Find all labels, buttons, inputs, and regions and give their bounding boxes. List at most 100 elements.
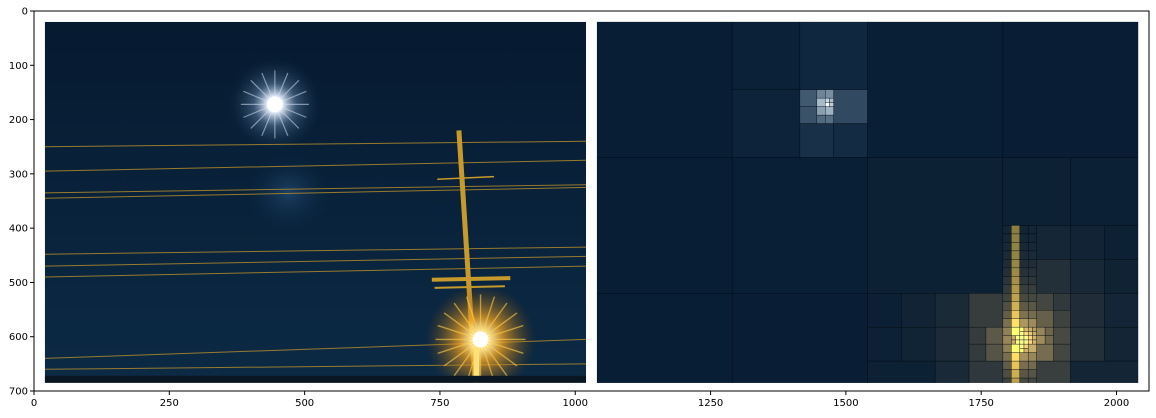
quadtree-cell: [1027, 331, 1033, 336]
quadtree-cell: [1011, 335, 1016, 341]
quadtree-cell: [968, 293, 1004, 328]
power-line: [44, 186, 587, 199]
quadtree-cell: [1011, 267, 1021, 277]
quadtree-cell: [1104, 259, 1139, 294]
quadtree-cell: [1027, 352, 1037, 362]
quadtree-cell: [1023, 339, 1029, 345]
y-tick-label: 200: [9, 115, 28, 126]
pole-crossarm: [437, 175, 495, 181]
quadtree-cell: [1019, 250, 1029, 260]
quadtree-panel: [596, 21, 1139, 383]
quadtree-cell: [816, 89, 826, 99]
quadtree-cell: [867, 21, 1004, 158]
quadtree-cell: [1027, 360, 1037, 370]
treeline: [44, 375, 587, 383]
quadtree-cell: [1019, 267, 1029, 277]
quadtree-cell: [1019, 242, 1029, 252]
quadtree-cell: [1036, 310, 1054, 328]
quadtree-cell: [825, 89, 834, 99]
x-tick-label: 1250: [698, 398, 723, 409]
quadtree-cell: [1002, 301, 1012, 311]
quadtree-cell: [901, 326, 936, 362]
x-tick-label: 0: [31, 398, 37, 409]
quadtree-cell: [1011, 233, 1021, 243]
quadtree-cell: [816, 97, 826, 107]
quadtree-cell: [596, 157, 733, 294]
quadtree-cell: [1027, 339, 1033, 345]
moon: [266, 96, 283, 113]
y-axis: 0 100 200 300 400 500 600 700: [9, 7, 34, 398]
quadtree-cell: [1011, 250, 1021, 260]
streetlight: [472, 331, 489, 348]
quadtree-cell: [1019, 310, 1029, 319]
quadtree-cell: [1023, 343, 1029, 349]
quadtree-cell: [1002, 293, 1012, 303]
quadtree-cell: [1032, 339, 1037, 345]
quadtree-cell: [1070, 293, 1105, 328]
quadtree-cell: [1036, 259, 1071, 294]
quadtree-cell: [1070, 259, 1105, 294]
quadtree-cell: [1019, 352, 1029, 362]
quadtree-cell: [1002, 310, 1012, 319]
quadtree-cell: [1032, 335, 1037, 341]
quadtree-cell: [1011, 339, 1016, 345]
quadtree-cell: [1011, 293, 1021, 303]
quadtree-cell: [816, 114, 826, 124]
quadtree-cell: [1019, 343, 1025, 349]
quadtree-cell: [833, 89, 868, 124]
quadtree-cell: [1023, 326, 1029, 332]
quadtree-cell: [934, 360, 970, 383]
quadtree-cell: [1027, 284, 1037, 294]
quadtree-cell: [1019, 360, 1029, 370]
power-line: [44, 140, 587, 148]
power-line: [44, 184, 587, 194]
quadtree-cell: [731, 89, 801, 158]
quadtree-cell: [934, 326, 970, 362]
x-tick-label: 500: [295, 398, 314, 409]
x-tick-label: 1750: [968, 398, 993, 409]
quadtree-cell: [1019, 331, 1025, 336]
quadtree-cell: [1104, 225, 1139, 260]
quadtree-cell: [1023, 335, 1029, 341]
quadtree-cell: [1002, 157, 1071, 226]
quadtree-cell: [1019, 293, 1029, 303]
quadtree-cell: [968, 360, 1004, 383]
quadtree-cell: [1002, 259, 1012, 269]
quadtree-cell: [1036, 326, 1046, 336]
quadtree-cell: [596, 293, 733, 383]
quadtree-cell: [731, 21, 801, 90]
quadtree-cell: [1002, 352, 1012, 362]
quadtree-cell: [1036, 343, 1054, 362]
quadtree-cell: [1019, 326, 1025, 332]
quadtree-cell: [1027, 250, 1037, 260]
quadtree-cell: [1027, 233, 1037, 243]
axes-frame: [33, 10, 1150, 392]
quadtree-cell: [799, 89, 818, 107]
quadtree-cell: [1019, 377, 1029, 383]
quadtree-cell: [1053, 310, 1071, 328]
quadtree-cell: [1027, 310, 1037, 319]
quadtree-cell: [1104, 293, 1139, 328]
quadtree-cell: [1027, 276, 1037, 286]
quadtree-cell: [1002, 318, 1012, 328]
quadtree-cell: [1002, 360, 1012, 370]
quadtree-cell: [1027, 242, 1037, 252]
quadtree-cell: [968, 326, 987, 345]
y-tick-label: 700: [9, 387, 28, 398]
pole-base-lit: [473, 347, 480, 383]
y-tick-label: 300: [9, 169, 28, 180]
x-axis: 0 250 500 750 1000 1250 1500 1750 2000: [31, 391, 1129, 409]
quadtree-cell: [1027, 267, 1037, 277]
y-tick-label: 500: [9, 278, 28, 289]
quadtree-cell: [968, 343, 987, 362]
quadtree-cell: [1027, 369, 1037, 379]
quadtree-cell: [1053, 293, 1071, 311]
quadtree-cell: [901, 293, 936, 328]
x-tick-label: 250: [160, 398, 179, 409]
quadtree-cell: [1002, 377, 1012, 383]
x-tick-label: 1000: [563, 398, 588, 409]
quadtree-cell: [1053, 326, 1071, 345]
quadtree-cell: [1002, 335, 1012, 345]
quadtree-cell: [1011, 310, 1021, 319]
quadtree-cell: [825, 106, 834, 116]
